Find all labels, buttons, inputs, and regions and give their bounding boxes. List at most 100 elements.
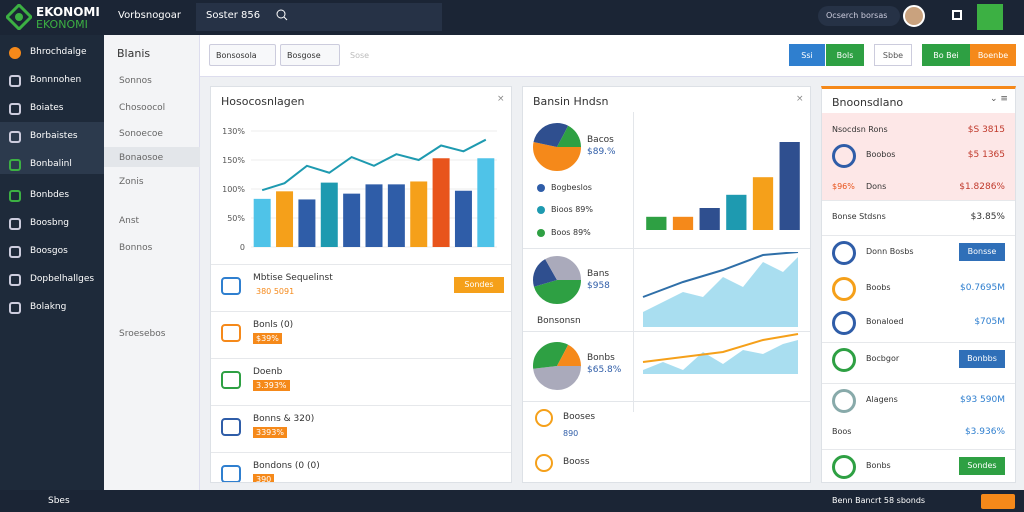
row-value: 390: [253, 474, 275, 482]
row-value: $39%: [253, 333, 282, 344]
bar: [410, 181, 428, 247]
row-value: $3.936%: [964, 427, 1005, 437]
sidebar: [0, 35, 104, 490]
footer-button[interactable]: [981, 494, 1015, 509]
toolbar-button[interactable]: Boenbe: [970, 44, 1016, 66]
search-text: Soster 856: [206, 10, 261, 21]
sidebar-item[interactable]: Boosgos: [30, 246, 68, 256]
avatar[interactable]: [903, 5, 925, 27]
sidebar-icon[interactable]: [9, 47, 21, 59]
subnav-item[interactable]: Sroesebos: [119, 329, 166, 339]
row-title: Bonns & 320): [253, 414, 315, 424]
subnav-item[interactable]: Sonnos: [119, 76, 152, 86]
search-box[interactable]: [196, 3, 442, 31]
toolbar-button[interactable]: Sbbe: [874, 44, 912, 66]
row-value: 380 5091: [253, 286, 298, 297]
row-icon: [221, 465, 241, 482]
row-button[interactable]: Sondes: [454, 277, 504, 293]
sidebar-item[interactable]: Bonnnohen: [30, 75, 82, 85]
bar: [477, 158, 495, 247]
search-icon[interactable]: [276, 9, 288, 21]
row-divider: [211, 358, 511, 359]
sidebar-icon[interactable]: [9, 302, 21, 314]
sidebar-item[interactable]: Bonbalinl: [30, 159, 72, 169]
nav-link[interactable]: Vorbsnogoar: [118, 10, 182, 21]
row-button[interactable]: Bonbbs: [959, 350, 1005, 368]
row-divider: [822, 342, 1015, 343]
collapse-icon[interactable]: ⌄ ≡: [990, 94, 1008, 104]
sidebar-item[interactable]: Dopbelhallges: [30, 274, 95, 284]
subnav-item[interactable]: Anst: [119, 216, 140, 226]
row-value: $1.8286%: [959, 182, 1005, 192]
avatar-2[interactable]: [977, 4, 1003, 30]
bar: [752, 177, 774, 230]
sidebar-item[interactable]: Boosbng: [30, 218, 70, 228]
close-icon[interactable]: ×: [497, 94, 505, 104]
logo-icon: [6, 4, 32, 30]
row-value: $93 590M: [960, 395, 1005, 405]
legend-item: Boos 89%: [551, 228, 591, 237]
row-icon: [832, 277, 856, 301]
bar: [365, 184, 383, 247]
subnav-item[interactable]: Zonis: [119, 177, 144, 187]
row-title: Donn Bosbs: [866, 247, 914, 256]
panel-list: Bnoonsdlano ⌄ ≡ Nsocdsn Rons $S 3815 Boobo…: [821, 86, 1016, 483]
row-icon: [832, 144, 856, 168]
row-title: Bonaloed: [866, 317, 904, 326]
row-title: Mbtise Sequelinst: [253, 273, 333, 283]
divider: [523, 331, 810, 332]
row-icon: [832, 241, 856, 265]
bar: [454, 190, 472, 247]
row-divider: [211, 264, 511, 265]
sidebar-icon[interactable]: [9, 75, 21, 87]
divider: [523, 401, 810, 402]
row-title: Bonbs: [866, 461, 891, 470]
row-badge: $96%: [832, 182, 855, 191]
sidebar-item[interactable]: Bonbdes: [30, 190, 70, 200]
footer-text: Sbes: [48, 496, 70, 506]
filter-dropdown[interactable]: Bonsosola: [209, 44, 276, 66]
row-title: Dons: [866, 182, 887, 191]
user-pill[interactable]: [818, 6, 900, 26]
bar-chart: 0 50% 100% 150% 130%: [222, 127, 497, 252]
sidebar-item[interactable]: Boiates: [30, 103, 64, 113]
sidebar-icon[interactable]: [9, 190, 21, 202]
sidebar-icon[interactable]: [9, 246, 21, 258]
row-icon: [832, 348, 856, 372]
bar-chart: [646, 142, 800, 230]
sidebar-icon[interactable]: [9, 218, 21, 230]
panel-title: Bnoonsdlano: [832, 96, 904, 109]
sidebar-icon[interactable]: [9, 159, 21, 171]
subnav-item[interactable]: Bonnos: [119, 243, 153, 253]
sidebar-icon[interactable]: [9, 103, 21, 115]
pie-value: $89.%: [587, 147, 616, 157]
subnav-item[interactable]: Bonaosoe: [119, 153, 164, 163]
menu-icon[interactable]: [952, 10, 962, 20]
subnav-title: Blanis: [117, 47, 151, 60]
y-tick-label: 150%: [222, 156, 245, 165]
legend-dot: [537, 229, 545, 237]
bar: [779, 142, 800, 230]
sidebar-item[interactable]: Bolakng: [30, 302, 67, 312]
sidebar-icon[interactable]: [9, 274, 21, 286]
pie-label: Bans: [587, 269, 610, 279]
toolbar-button[interactable]: Bo Bei: [922, 44, 970, 66]
bar: [699, 208, 720, 230]
row-divider: [211, 452, 511, 453]
pie-value: $65.8%: [587, 365, 622, 375]
toolbar-button[interactable]: Bols: [826, 44, 864, 66]
sidebar-item[interactable]: Bhrochdalge: [30, 47, 87, 57]
sidebar-item[interactable]: Borbaistes: [30, 131, 78, 141]
row-button[interactable]: Sondes: [959, 457, 1005, 475]
toolbar-button[interactable]: Ssi: [789, 44, 825, 66]
subnav-highlight: [104, 147, 200, 167]
close-icon[interactable]: ×: [796, 94, 804, 104]
sidebar-icon[interactable]: [9, 131, 21, 143]
y-tick-label: 100%: [222, 185, 245, 194]
filter-dropdown[interactable]: Bosgose: [280, 44, 340, 66]
subnav-item[interactable]: Chosoocol: [119, 103, 166, 113]
legend-item: Bioos 89%: [551, 205, 593, 214]
row-button[interactable]: Bonsse: [959, 243, 1005, 261]
row-value: 3393%: [253, 427, 287, 438]
subnav-item[interactable]: Sonoecoe: [119, 129, 163, 139]
